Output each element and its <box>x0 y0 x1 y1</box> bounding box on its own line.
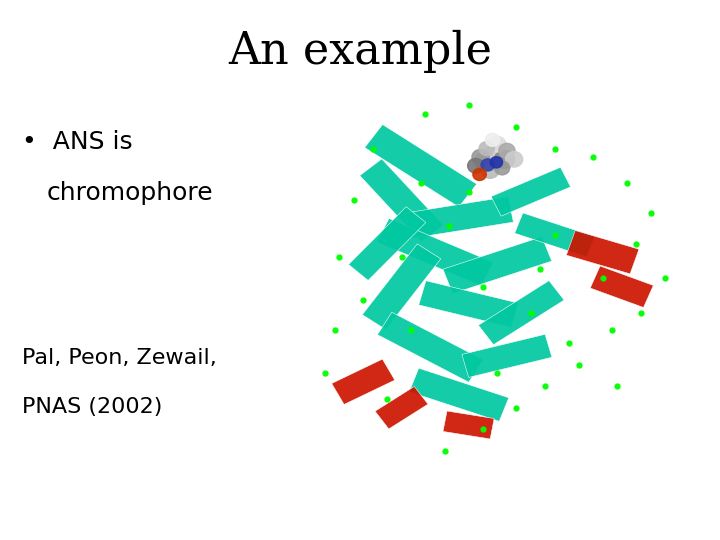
Polygon shape <box>443 237 552 294</box>
Polygon shape <box>462 334 552 377</box>
Circle shape <box>499 143 515 158</box>
Polygon shape <box>348 207 426 280</box>
Circle shape <box>481 162 499 178</box>
Polygon shape <box>515 213 595 257</box>
Polygon shape <box>590 266 653 307</box>
Polygon shape <box>365 125 477 207</box>
Circle shape <box>473 168 486 180</box>
Polygon shape <box>375 387 428 429</box>
Polygon shape <box>405 197 513 239</box>
Circle shape <box>467 158 484 173</box>
Circle shape <box>495 150 515 168</box>
Text: An example: An example <box>228 30 492 73</box>
Polygon shape <box>567 231 639 274</box>
Polygon shape <box>377 312 483 382</box>
Circle shape <box>485 144 505 161</box>
Polygon shape <box>362 244 441 329</box>
Circle shape <box>474 152 496 171</box>
Polygon shape <box>332 359 395 404</box>
Text: chromophore: chromophore <box>47 181 213 205</box>
Text: ANS: ANS <box>554 116 586 131</box>
Circle shape <box>489 137 506 152</box>
Text: Catalytic Centre: Catalytic Centre <box>402 461 516 475</box>
Polygon shape <box>360 159 444 242</box>
Circle shape <box>495 161 510 175</box>
Circle shape <box>479 141 495 156</box>
Circle shape <box>505 152 523 167</box>
Text: Pal, Peon, Zewail,: Pal, Peon, Zewail, <box>22 348 216 368</box>
Polygon shape <box>409 368 509 421</box>
Text: •  ANS is: • ANS is <box>22 130 132 153</box>
Polygon shape <box>419 281 518 327</box>
Polygon shape <box>443 411 494 439</box>
Circle shape <box>490 157 503 168</box>
Text: PNAS (2002): PNAS (2002) <box>22 397 162 417</box>
Polygon shape <box>377 219 493 286</box>
Circle shape <box>485 133 500 146</box>
Polygon shape <box>491 167 570 216</box>
Polygon shape <box>478 281 564 345</box>
Circle shape <box>481 159 495 171</box>
Circle shape <box>472 150 489 165</box>
Text: α-Chymotrypsin: α-Chymotrypsin <box>239 77 384 95</box>
